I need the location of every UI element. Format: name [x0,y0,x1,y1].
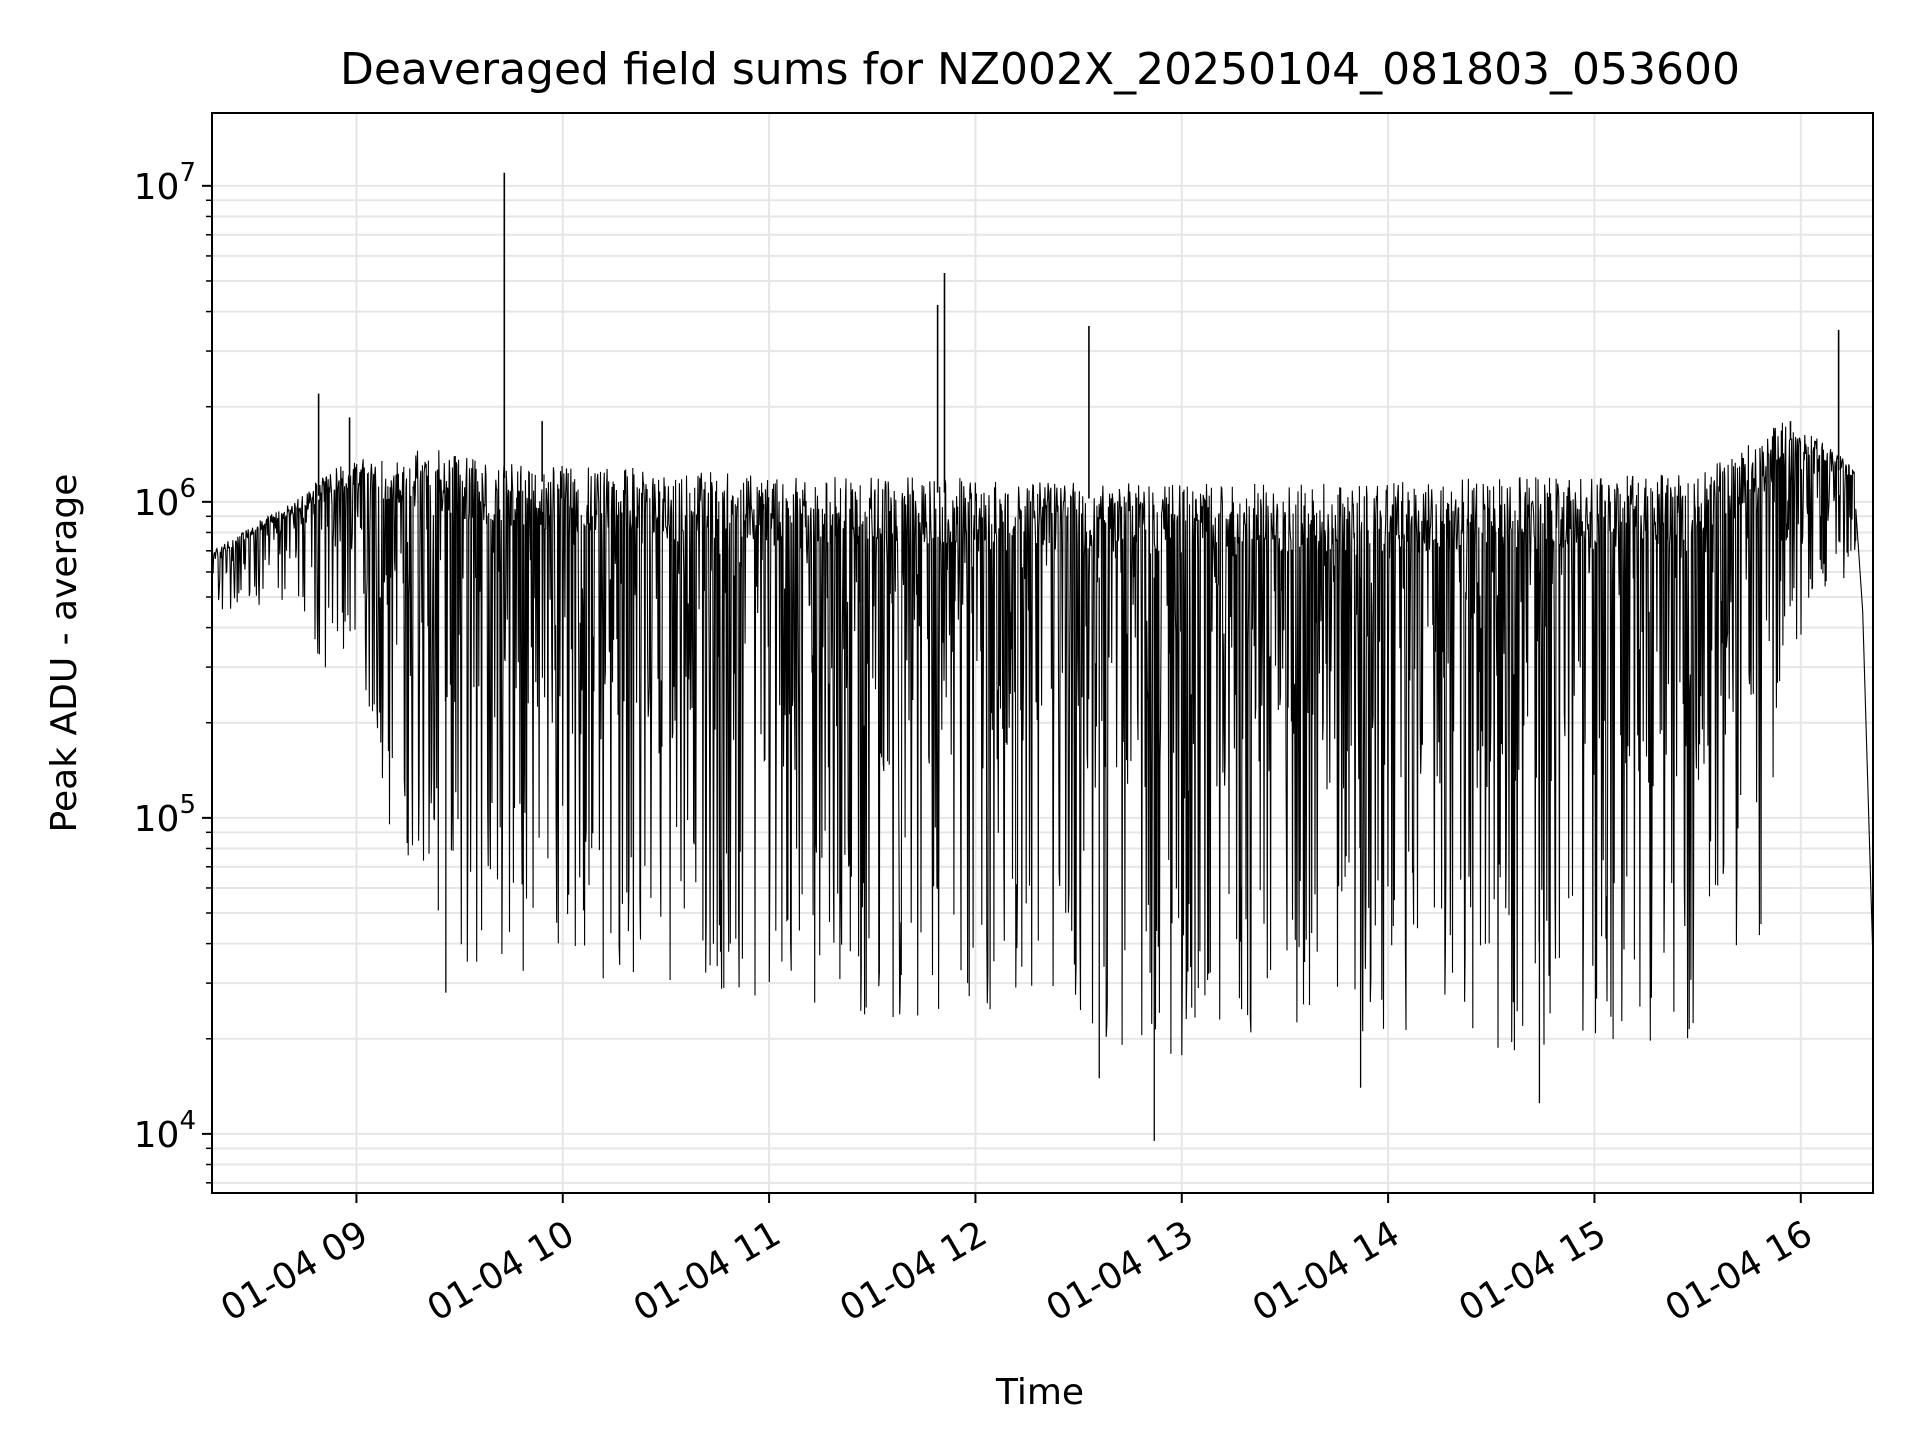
y-tick-label: 104 [134,1106,196,1156]
chart-title: Deaveraged field sums for NZ002X_2025010… [340,44,1740,95]
y-tick-label: 106 [134,474,196,524]
plot-frame [211,112,1874,1194]
y-tick-label-base: 10 [134,483,180,524]
y-tick-label: 105 [134,790,196,840]
series-line [211,422,1874,1056]
y-tick-label-exponent: 4 [179,1106,196,1136]
y-tick-label-base: 10 [134,167,180,208]
y-axis-label: Peak ADU - average [44,474,85,833]
y-tick-label-exponent: 5 [179,790,196,820]
data-series-layer [211,172,1874,1141]
y-tick-label-base: 10 [134,799,180,840]
y-tick-label: 107 [134,158,196,208]
y-tick-label-exponent: 7 [179,158,196,188]
y-tick-label-exponent: 6 [179,474,196,504]
y-tick-label-base: 10 [134,1115,180,1156]
x-axis-label: Time [995,1372,1084,1413]
